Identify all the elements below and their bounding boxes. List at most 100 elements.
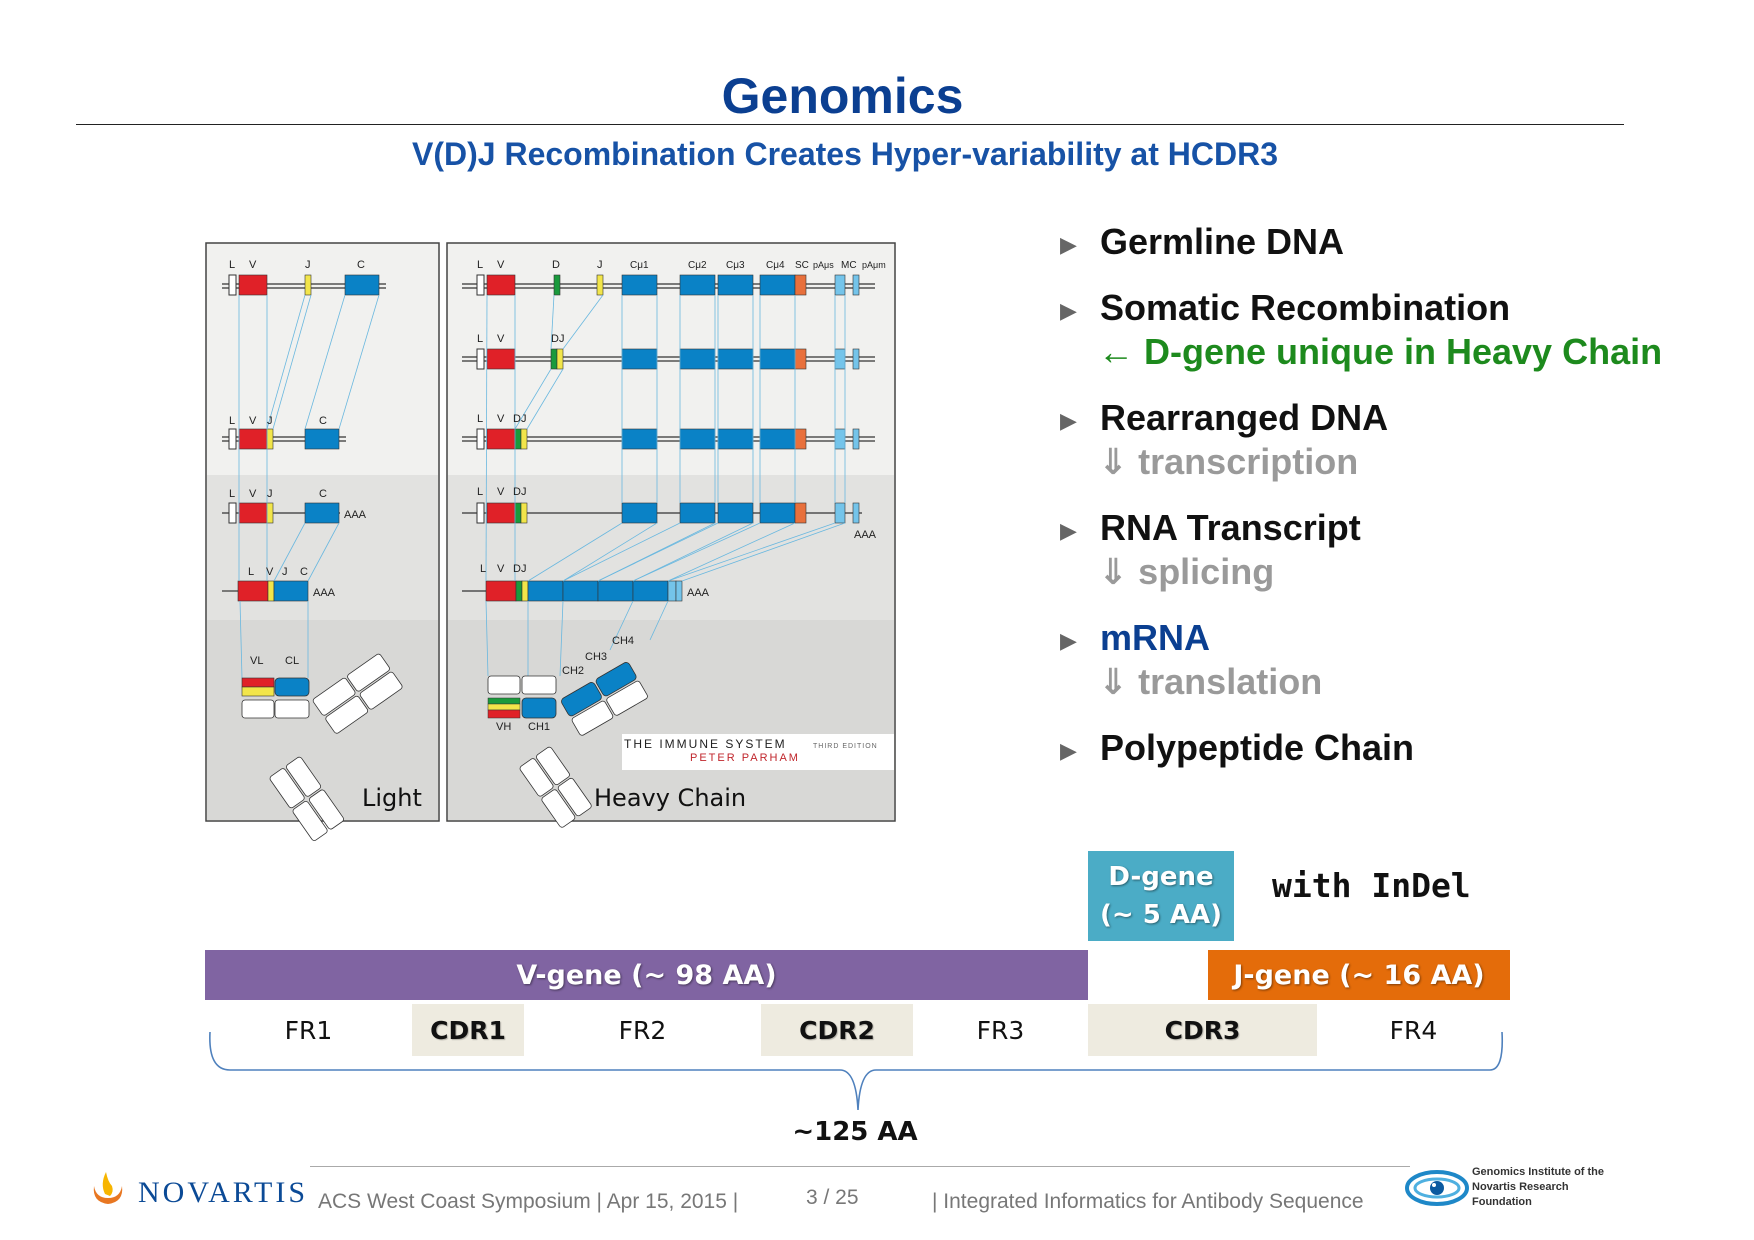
heavy-vdj-row xyxy=(462,428,875,450)
heavy-ch2-label: CH2 xyxy=(562,665,584,677)
region-fr4: FR4 xyxy=(1389,1015,1438,1045)
light-row1-l: L xyxy=(229,259,235,271)
region-cdr2: CDR2 xyxy=(761,1004,913,1056)
heavy-row1-pamus: pAμs xyxy=(813,260,834,270)
light-mrna-row xyxy=(222,580,309,602)
heavy-panel-label: Heavy Chain xyxy=(594,784,746,812)
heavy-row2-l: L xyxy=(477,333,483,345)
heavy-transcript-row xyxy=(462,502,862,524)
triangle-bullet-icon: ▶ xyxy=(1060,518,1077,543)
footer-rule xyxy=(310,1166,1410,1167)
bullet-rna-step: ⇓ splicing xyxy=(1098,551,1275,592)
light-row1-j: J xyxy=(305,259,311,271)
heavy-row1-cmu3: Cμ3 xyxy=(726,260,745,271)
title-rule xyxy=(76,124,1624,125)
heavy-row1-sc: SC xyxy=(795,260,809,271)
book-author: PETER PARHAM xyxy=(690,752,800,764)
light-chain-panel xyxy=(205,242,440,841)
heavy-row1-l: L xyxy=(477,259,483,271)
light-cl-label: CL xyxy=(285,655,299,667)
heavy-row1-cmu2: Cμ2 xyxy=(688,260,707,271)
footer-event: ACS West Coast Symposium | Apr 15, 2015 … xyxy=(318,1190,739,1213)
light-chain-protein xyxy=(241,653,403,841)
light-row2-c: C xyxy=(319,415,327,427)
heavy-chain-protein xyxy=(487,662,648,828)
heavy-row1-mc: MC xyxy=(841,260,857,271)
light-row4-polya: AAA xyxy=(313,587,336,599)
slide-title: Genomics xyxy=(721,68,964,124)
bullet-somatic-note: ← D-gene unique in Heavy Chain xyxy=(1098,331,1663,372)
light-row4-j: J xyxy=(282,566,288,578)
heavy-row4-v: V xyxy=(497,486,505,498)
heavy-row1-cmu4: Cμ4 xyxy=(766,260,785,271)
light-row2-l: L xyxy=(229,415,235,427)
heavy-row5-v: V xyxy=(497,563,505,575)
triangle-bullet-icon: ▶ xyxy=(1060,298,1077,323)
light-row2-j: J xyxy=(267,415,273,427)
total-length: ~125 AA xyxy=(792,1117,918,1147)
heavy-germline-row xyxy=(462,274,875,296)
light-row3-c: C xyxy=(319,488,327,500)
region-fr1: FR1 xyxy=(284,1015,333,1045)
triangle-bullet-icon: ▶ xyxy=(1060,232,1077,257)
v-gene-bar: V-gene (~ 98 AA) xyxy=(205,950,1088,1000)
light-row1-v: V xyxy=(249,259,257,271)
region-cdr1: CDR1 xyxy=(412,1004,524,1056)
page-number: 3 / 25 xyxy=(806,1186,859,1209)
light-row4-v: V xyxy=(266,566,274,578)
region-cdr3: CDR3 xyxy=(1088,1004,1317,1056)
light-rearranged-row xyxy=(222,428,346,450)
novartis-flame-icon xyxy=(93,1172,123,1204)
bullet-mrna-step: ⇓ translation xyxy=(1098,661,1323,702)
triangle-bullet-icon: ▶ xyxy=(1060,738,1077,763)
triangle-bullet-icon: ▶ xyxy=(1060,628,1077,653)
light-germline-row xyxy=(222,274,386,296)
heavy-vh-label: VH xyxy=(496,721,511,733)
slide-subtitle: V(D)J Recombination Creates Hyper-variab… xyxy=(412,136,1278,172)
light-row4-c: C xyxy=(300,566,308,578)
heavy-row1-v: V xyxy=(497,259,505,271)
heavy-row4-dj: DJ xyxy=(513,486,526,498)
heavy-row5-dj: DJ xyxy=(513,563,526,575)
length-brace xyxy=(209,1031,1504,1110)
region-fr2: FR2 xyxy=(618,1015,667,1045)
footer-talk-title: | Integrated Informatics for Antibody Se… xyxy=(932,1190,1364,1213)
heavy-ch3-label: CH3 xyxy=(585,651,607,663)
book-edition: THIRD EDITION xyxy=(813,743,878,750)
light-row1-c: C xyxy=(357,259,365,271)
j-gene-bar: J-gene (~ 16 AA) xyxy=(1208,950,1510,1000)
heavy-row3-l: L xyxy=(477,413,483,425)
light-row3-polya: AAA xyxy=(344,509,367,521)
heavy-row1-j: J xyxy=(597,259,603,271)
light-row3-l: L xyxy=(229,488,235,500)
d-gene-box: D-gene (~ 5 AA) xyxy=(1088,851,1234,941)
novartis-wordmark: NOVARTIS xyxy=(138,1176,309,1209)
d-gene-length: (~ 5 AA) xyxy=(1100,900,1222,930)
light-panel-label: Light xyxy=(362,784,422,812)
heavy-ch1-label: CH1 xyxy=(528,721,550,733)
book-title: THE IMMUNE SYSTEM xyxy=(624,737,787,751)
light-transcript-row xyxy=(222,502,340,524)
light-row3-j: J xyxy=(267,488,273,500)
heavy-row5-polya: AAA xyxy=(687,587,710,599)
heavy-mrna-row xyxy=(462,580,683,602)
heavy-row3-dj: DJ xyxy=(513,413,526,425)
gnf-institute-name: Genomics Institute of the Novartis Resea… xyxy=(1472,1166,1605,1208)
heavy-row4-l: L xyxy=(477,486,483,498)
light-vl-label: VL xyxy=(250,655,263,667)
heavy-row4-polya: AAA xyxy=(854,529,877,541)
heavy-row1-d: D xyxy=(552,259,560,271)
heavy-row3-v: V xyxy=(497,413,505,425)
light-row2-v: V xyxy=(249,415,257,427)
heavy-ch4-label: CH4 xyxy=(612,635,634,647)
heavy-row1-cmu1: Cμ1 xyxy=(630,260,649,271)
triangle-bullet-icon: ▶ xyxy=(1060,408,1077,433)
heavy-row2-dj: DJ xyxy=(551,333,564,345)
heavy-row1-pamum: pAμm xyxy=(862,260,886,270)
light-row4-l: L xyxy=(248,566,254,578)
d-gene-label: D-gene xyxy=(1108,862,1214,892)
bullet-rearranged-step: ⇓ transcription xyxy=(1098,441,1359,482)
indel-note: with InDel xyxy=(1272,866,1471,905)
heavy-chain-panel xyxy=(446,242,896,828)
